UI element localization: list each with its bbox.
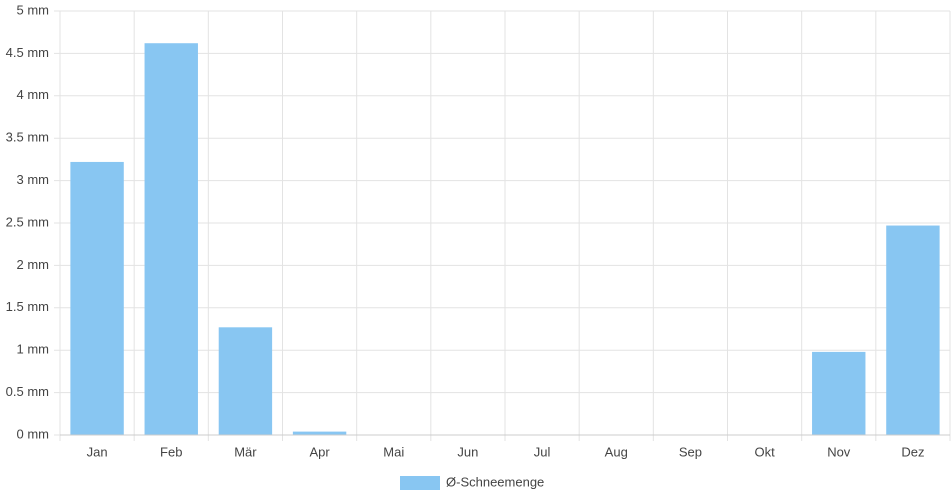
x-tick-label: Nov [827,444,851,459]
y-tick-label: 1.5 mm [6,299,49,314]
y-tick-label: 2 mm [17,257,50,272]
bar [218,327,273,435]
x-tick-label: Sep [679,444,702,459]
y-tick-label: 4.5 mm [6,45,49,60]
bar [886,225,940,435]
x-tick-label: Mai [383,444,404,459]
x-tick-label: Dez [901,444,924,459]
bar [144,43,198,435]
x-tick-label: Jun [457,444,478,459]
legend-label: Ø-Schneemenge [446,474,544,489]
legend-swatch [400,476,440,490]
x-tick-label: Aug [605,444,628,459]
y-tick-label: 2.5 mm [6,214,49,229]
y-tick-label: 3.5 mm [6,130,49,145]
x-tick-label: Mär [234,444,257,459]
bar [292,431,347,435]
x-tick-label: Jan [87,444,108,459]
y-tick-label: 0.5 mm [6,384,49,399]
x-tick-label: Okt [754,444,775,459]
y-tick-label: 0 mm [17,426,50,441]
x-tick-label: Jul [534,444,551,459]
bar [812,351,866,435]
y-tick-label: 5 mm [17,2,50,17]
x-tick-label: Feb [160,444,182,459]
bar [70,161,124,435]
y-tick-label: 3 mm [17,172,50,187]
y-tick-label: 1 mm [17,342,50,357]
x-tick-label: Apr [309,444,330,459]
y-tick-label: 4 mm [17,87,50,102]
